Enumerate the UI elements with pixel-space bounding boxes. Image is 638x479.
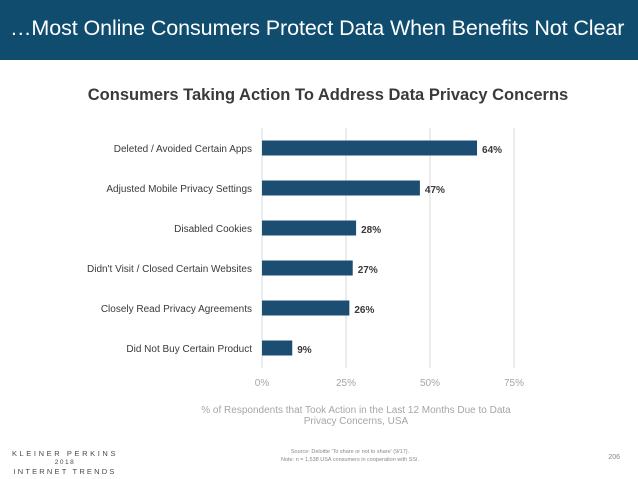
bar [262,300,350,316]
chart-title: Consumers Taking Action To Address Data … [87,86,569,104]
data-label: 28% [361,225,381,236]
x-tick-label: 0% [255,378,270,389]
source-line: Source: Deloitte 'To share or not to sha… [290,449,410,455]
category-label: Did Not Buy Certain Product [126,344,252,355]
bar [262,260,353,276]
slide-header: …Most Online Consumers Protect Data When… [0,0,638,60]
x-axis-title-line: % of Respondents that Took Action in the… [201,405,511,416]
page-number: 206 [608,454,620,461]
slide-title: …Most Online Consumers Protect Data When… [10,16,625,40]
category-label: Adjusted Mobile Privacy Settings [106,184,252,195]
data-label: 26% [354,305,374,316]
data-label: 47% [425,185,445,196]
category-label: Didn't Visit / Closed Certain Websites [87,264,252,275]
data-label: 9% [297,345,312,356]
x-tick-label: 25% [336,378,356,389]
kleiner-perkins-logo: KLEINER PERKINS 2018 INTERNET TRENDS [10,449,120,476]
x-tick-label: 75% [504,378,524,389]
bar [262,140,478,156]
logo-line-kleiner-perkins: KLEINER PERKINS [11,449,119,458]
data-label: 64% [482,145,502,156]
bar [262,180,420,196]
logo-line-internet-trends: INTERNET TRENDS [13,467,117,476]
x-axis-title-line: Privacy Concerns, USA [304,416,409,427]
source-note: Source: Deloitte 'To share or not to sha… [255,448,445,464]
category-label: Disabled Cookies [174,224,252,235]
category-label: Closely Read Privacy Agreements [101,304,252,315]
x-tick-label: 50% [420,378,440,389]
logo-line-year: 2018 [54,459,76,466]
note-line: Note: n = 1,538 USA consumers in coopera… [280,457,420,463]
bar [262,340,293,356]
category-label: Deleted / Avoided Certain Apps [114,144,252,155]
data-label: 27% [358,265,378,276]
bar [262,220,357,236]
